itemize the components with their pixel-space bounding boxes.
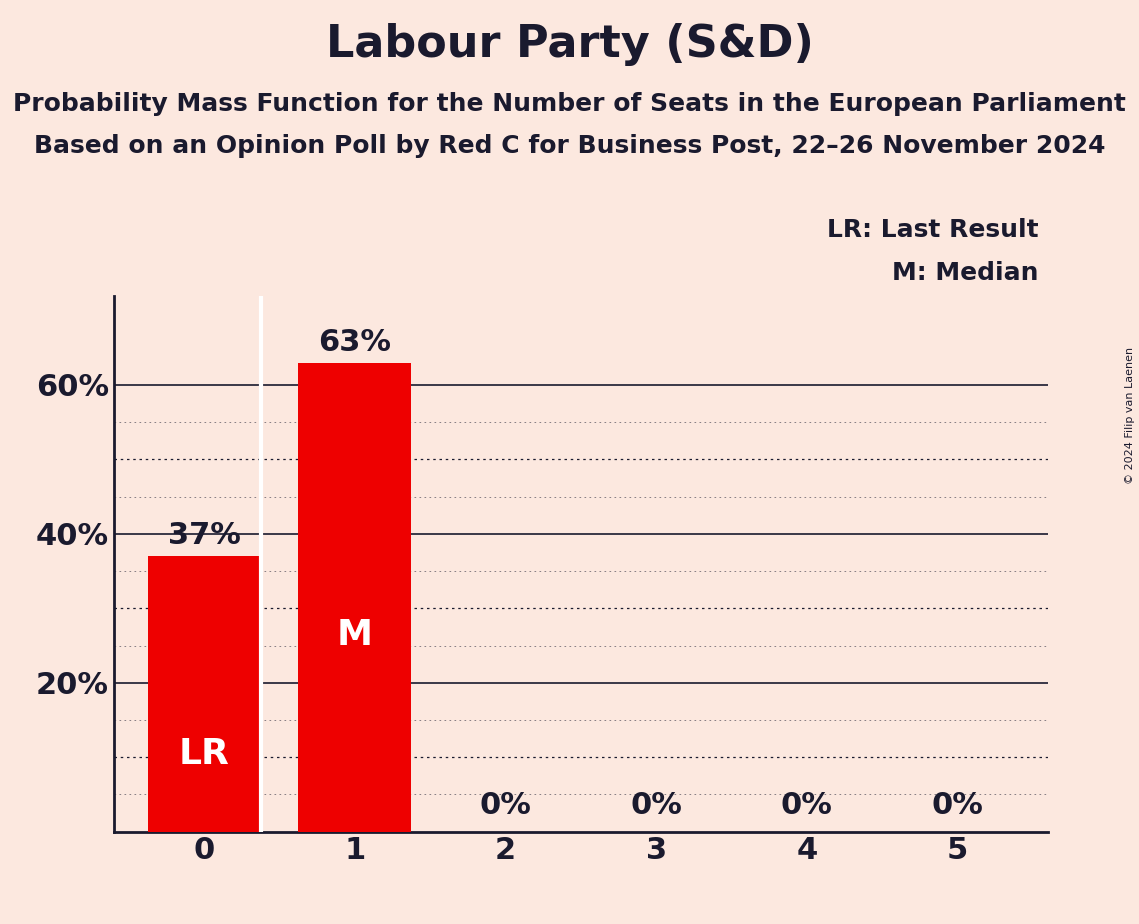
Text: 37%: 37%: [167, 521, 240, 551]
Text: M: Median: M: Median: [892, 261, 1039, 285]
Text: 0%: 0%: [630, 792, 682, 821]
Text: 63%: 63%: [319, 328, 392, 357]
Text: LR: LR: [179, 737, 230, 772]
Text: M: M: [337, 617, 372, 651]
Text: Based on an Opinion Poll by Red C for Business Post, 22–26 November 2024: Based on an Opinion Poll by Red C for Bu…: [34, 134, 1105, 158]
Text: Labour Party (S&D): Labour Party (S&D): [326, 23, 813, 67]
Text: 0%: 0%: [932, 792, 983, 821]
Text: 0%: 0%: [781, 792, 833, 821]
Bar: [148, 556, 261, 832]
Text: 0%: 0%: [480, 792, 532, 821]
Text: LR: Last Result: LR: Last Result: [827, 218, 1039, 242]
Text: © 2024 Filip van Laenen: © 2024 Filip van Laenen: [1125, 347, 1134, 484]
Text: Probability Mass Function for the Number of Seats in the European Parliament: Probability Mass Function for the Number…: [13, 92, 1126, 116]
Bar: [298, 363, 411, 832]
